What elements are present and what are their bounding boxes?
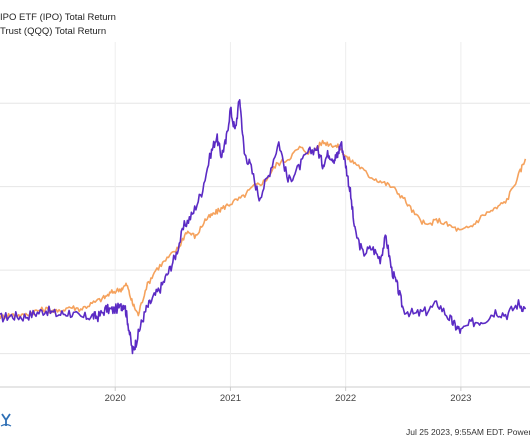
series-line-ipo	[0, 99, 527, 355]
footer-timestamp: Jul 25 2023, 9:55AM EDT. Powered	[406, 427, 530, 437]
x-tick-label-2023: 2023	[450, 393, 471, 404]
legend-label-ipo: IPO ETF (IPO) Total Return	[0, 12, 116, 23]
gridlines	[0, 42, 530, 387]
x-tick-label-2020: 2020	[105, 393, 126, 404]
legend-item-ipo[interactable]: IPO ETF (IPO) Total Return	[0, 12, 116, 24]
legend-label-qqq: Trust (QQQ) Total Return	[0, 26, 107, 37]
x-tick-label-2021: 2021	[220, 393, 241, 404]
series-line-qqq	[0, 139, 527, 320]
legend-item-qqq[interactable]: Trust (QQQ) Total Return	[0, 26, 106, 38]
series-lines	[0, 99, 527, 355]
x-tick-label-2022: 2022	[335, 393, 356, 404]
x-axis-ticks: 2020 2021 2022 2023	[105, 387, 471, 404]
ycharts-logo-icon	[0, 413, 12, 427]
